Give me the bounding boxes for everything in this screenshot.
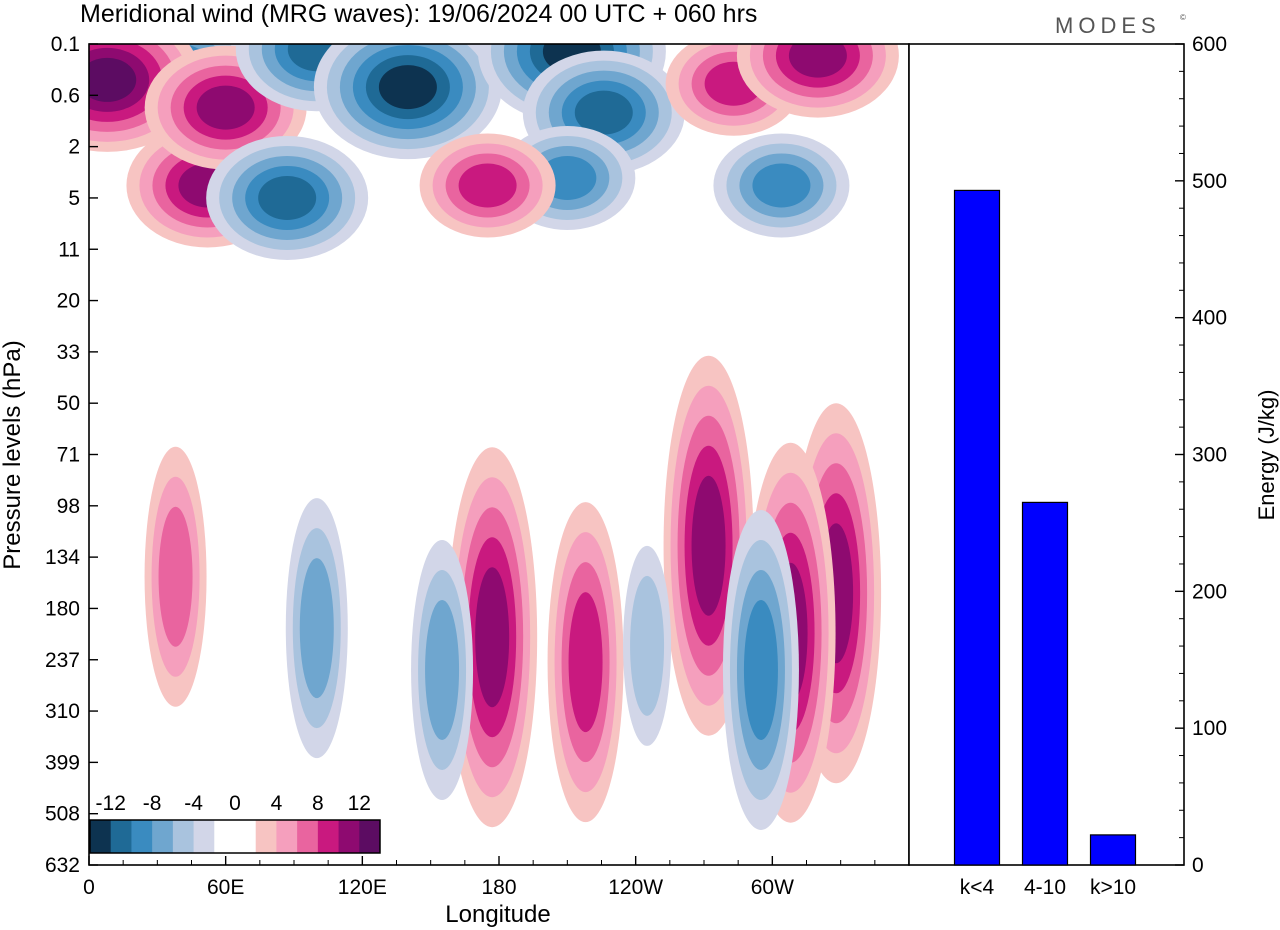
negative-wind-anomaly — [206, 135, 369, 260]
y-tick-label: 134 — [45, 546, 80, 569]
y-tick-label: 2 — [68, 136, 80, 159]
x-tick-label: 0 — [83, 876, 95, 899]
colorbar-label: -12 — [96, 792, 126, 815]
y-tick-label: 50 — [57, 392, 80, 415]
x-axis: 0 60E 120E 180 120W 60W — [83, 856, 876, 899]
colorbar: -12 -8 -4 0 4 8 12 — [89, 792, 381, 854]
positive-wind-anomaly — [736, 44, 899, 118]
y-tick-label: 508 — [45, 803, 80, 826]
contour-level — [630, 575, 665, 716]
contour-level — [299, 558, 334, 699]
colorbar-label: 12 — [348, 792, 371, 815]
y-tick-label: 0.1 — [51, 33, 80, 56]
colorbar-swatch — [193, 820, 215, 853]
colorbar-swatch — [317, 820, 340, 853]
energy-bar — [1021, 501, 1069, 866]
y-tick-label: 98 — [57, 495, 80, 518]
colorbar-swatch — [235, 820, 257, 853]
x-axis-label: Longitude — [445, 901, 550, 928]
colorbar-swatch — [297, 820, 319, 853]
contour-level — [158, 506, 193, 647]
positive-wind-anomaly — [547, 502, 624, 823]
colorbar-frame — [89, 819, 381, 854]
contour-level — [425, 599, 460, 740]
x-tick-label: 120W — [608, 876, 663, 899]
positive-wind-anomaly — [419, 133, 556, 238]
y-tick-label: 11 — [58, 238, 80, 261]
energy-tick-label: 600 — [1192, 33, 1227, 56]
energy-axis-label: Energy (J/kg) — [1254, 390, 1279, 521]
contour-level — [788, 44, 847, 78]
energy-bar — [953, 189, 1001, 866]
contour-level — [196, 85, 255, 130]
colorbar-label: -8 — [143, 792, 162, 815]
colorbar-swatch — [276, 820, 298, 853]
contour-field — [89, 44, 909, 865]
y-tick-label: 5 — [68, 187, 80, 210]
logo-mark: © — [1180, 13, 1186, 22]
y-tick-label: 237 — [45, 649, 80, 672]
y-tick-label: 71 — [57, 444, 80, 467]
y-tick-label: 399 — [45, 751, 80, 774]
energy-tick-label: 500 — [1192, 170, 1227, 193]
chart-title: Meridional wind (MRG waves): 19/06/2024 … — [80, 0, 757, 28]
colorbar-swatch — [90, 820, 112, 853]
x-tick-label: 120E — [338, 876, 387, 899]
y-tick-label: 33 — [57, 341, 80, 364]
positive-wind-anomaly — [447, 447, 538, 828]
energy-tick-label: 0 — [1192, 854, 1204, 877]
y-axis-label: Pressure levels (hPa) — [0, 340, 26, 569]
colorbar-label: 4 — [271, 792, 283, 815]
energy-axis: 0 100 200 300 400 500 600 — [1175, 33, 1227, 877]
negative-wind-anomaly — [313, 44, 502, 160]
contour-level — [458, 163, 517, 208]
y-tick-label: 0.6 — [51, 84, 80, 107]
colorbar-swatch — [172, 820, 195, 853]
negative-wind-anomaly — [285, 498, 348, 759]
colorbar-label: 8 — [312, 792, 324, 815]
bar-category-label: k<4 — [960, 876, 995, 899]
x-tick-label: 180 — [481, 876, 516, 899]
contour-level — [475, 567, 510, 708]
contour-level — [574, 90, 633, 135]
energy-bar — [1089, 834, 1137, 866]
colorbar-swatch — [110, 820, 132, 853]
contour-level — [752, 163, 811, 208]
contour-level — [378, 65, 437, 110]
x-tick-label: 60E — [207, 876, 244, 899]
bar-category-label: k>10 — [1090, 876, 1136, 899]
colorbar-swatch — [255, 820, 277, 853]
colorbar-swatch — [214, 820, 236, 853]
positive-wind-anomaly — [144, 446, 207, 707]
colorbar-swatch — [359, 820, 381, 853]
energy-tick-label: 300 — [1192, 444, 1227, 467]
contour-level — [691, 475, 726, 616]
logo-text: MODES — [1055, 13, 1161, 38]
y-tick-label: 20 — [57, 290, 80, 313]
colorbar-label: -4 — [184, 792, 203, 815]
energy-tick-label: 100 — [1192, 717, 1227, 740]
colorbar-swatch — [338, 820, 360, 853]
contour-level — [89, 57, 137, 102]
colorbar-swatch — [131, 820, 153, 853]
bar-category-label: 4-10 — [1024, 876, 1066, 899]
negative-wind-anomaly — [623, 545, 672, 746]
contour-level — [568, 592, 603, 733]
negative-wind-anomaly — [411, 539, 474, 800]
negative-wind-anomaly — [722, 509, 799, 830]
colorbar-swatch — [152, 820, 174, 853]
y-tick-label: 632 — [45, 854, 80, 877]
y-tick-label: 310 — [45, 700, 80, 723]
negative-wind-anomaly — [713, 133, 850, 238]
y-tick-label: 180 — [45, 597, 80, 620]
y-axis: 0.1 0.6 2 5 11 20 33 50 71 98 134 180 237 310 399 508 63… — [45, 33, 98, 877]
contour-level — [743, 599, 778, 740]
colorbar-label: 0 — [229, 792, 241, 815]
energy-tick-label: 400 — [1192, 307, 1227, 330]
energy-bars: k<4 4-10 k>10 — [953, 189, 1137, 899]
contour-level — [258, 175, 317, 220]
x-tick-label: 60W — [751, 876, 794, 899]
energy-tick-label: 200 — [1192, 580, 1227, 603]
